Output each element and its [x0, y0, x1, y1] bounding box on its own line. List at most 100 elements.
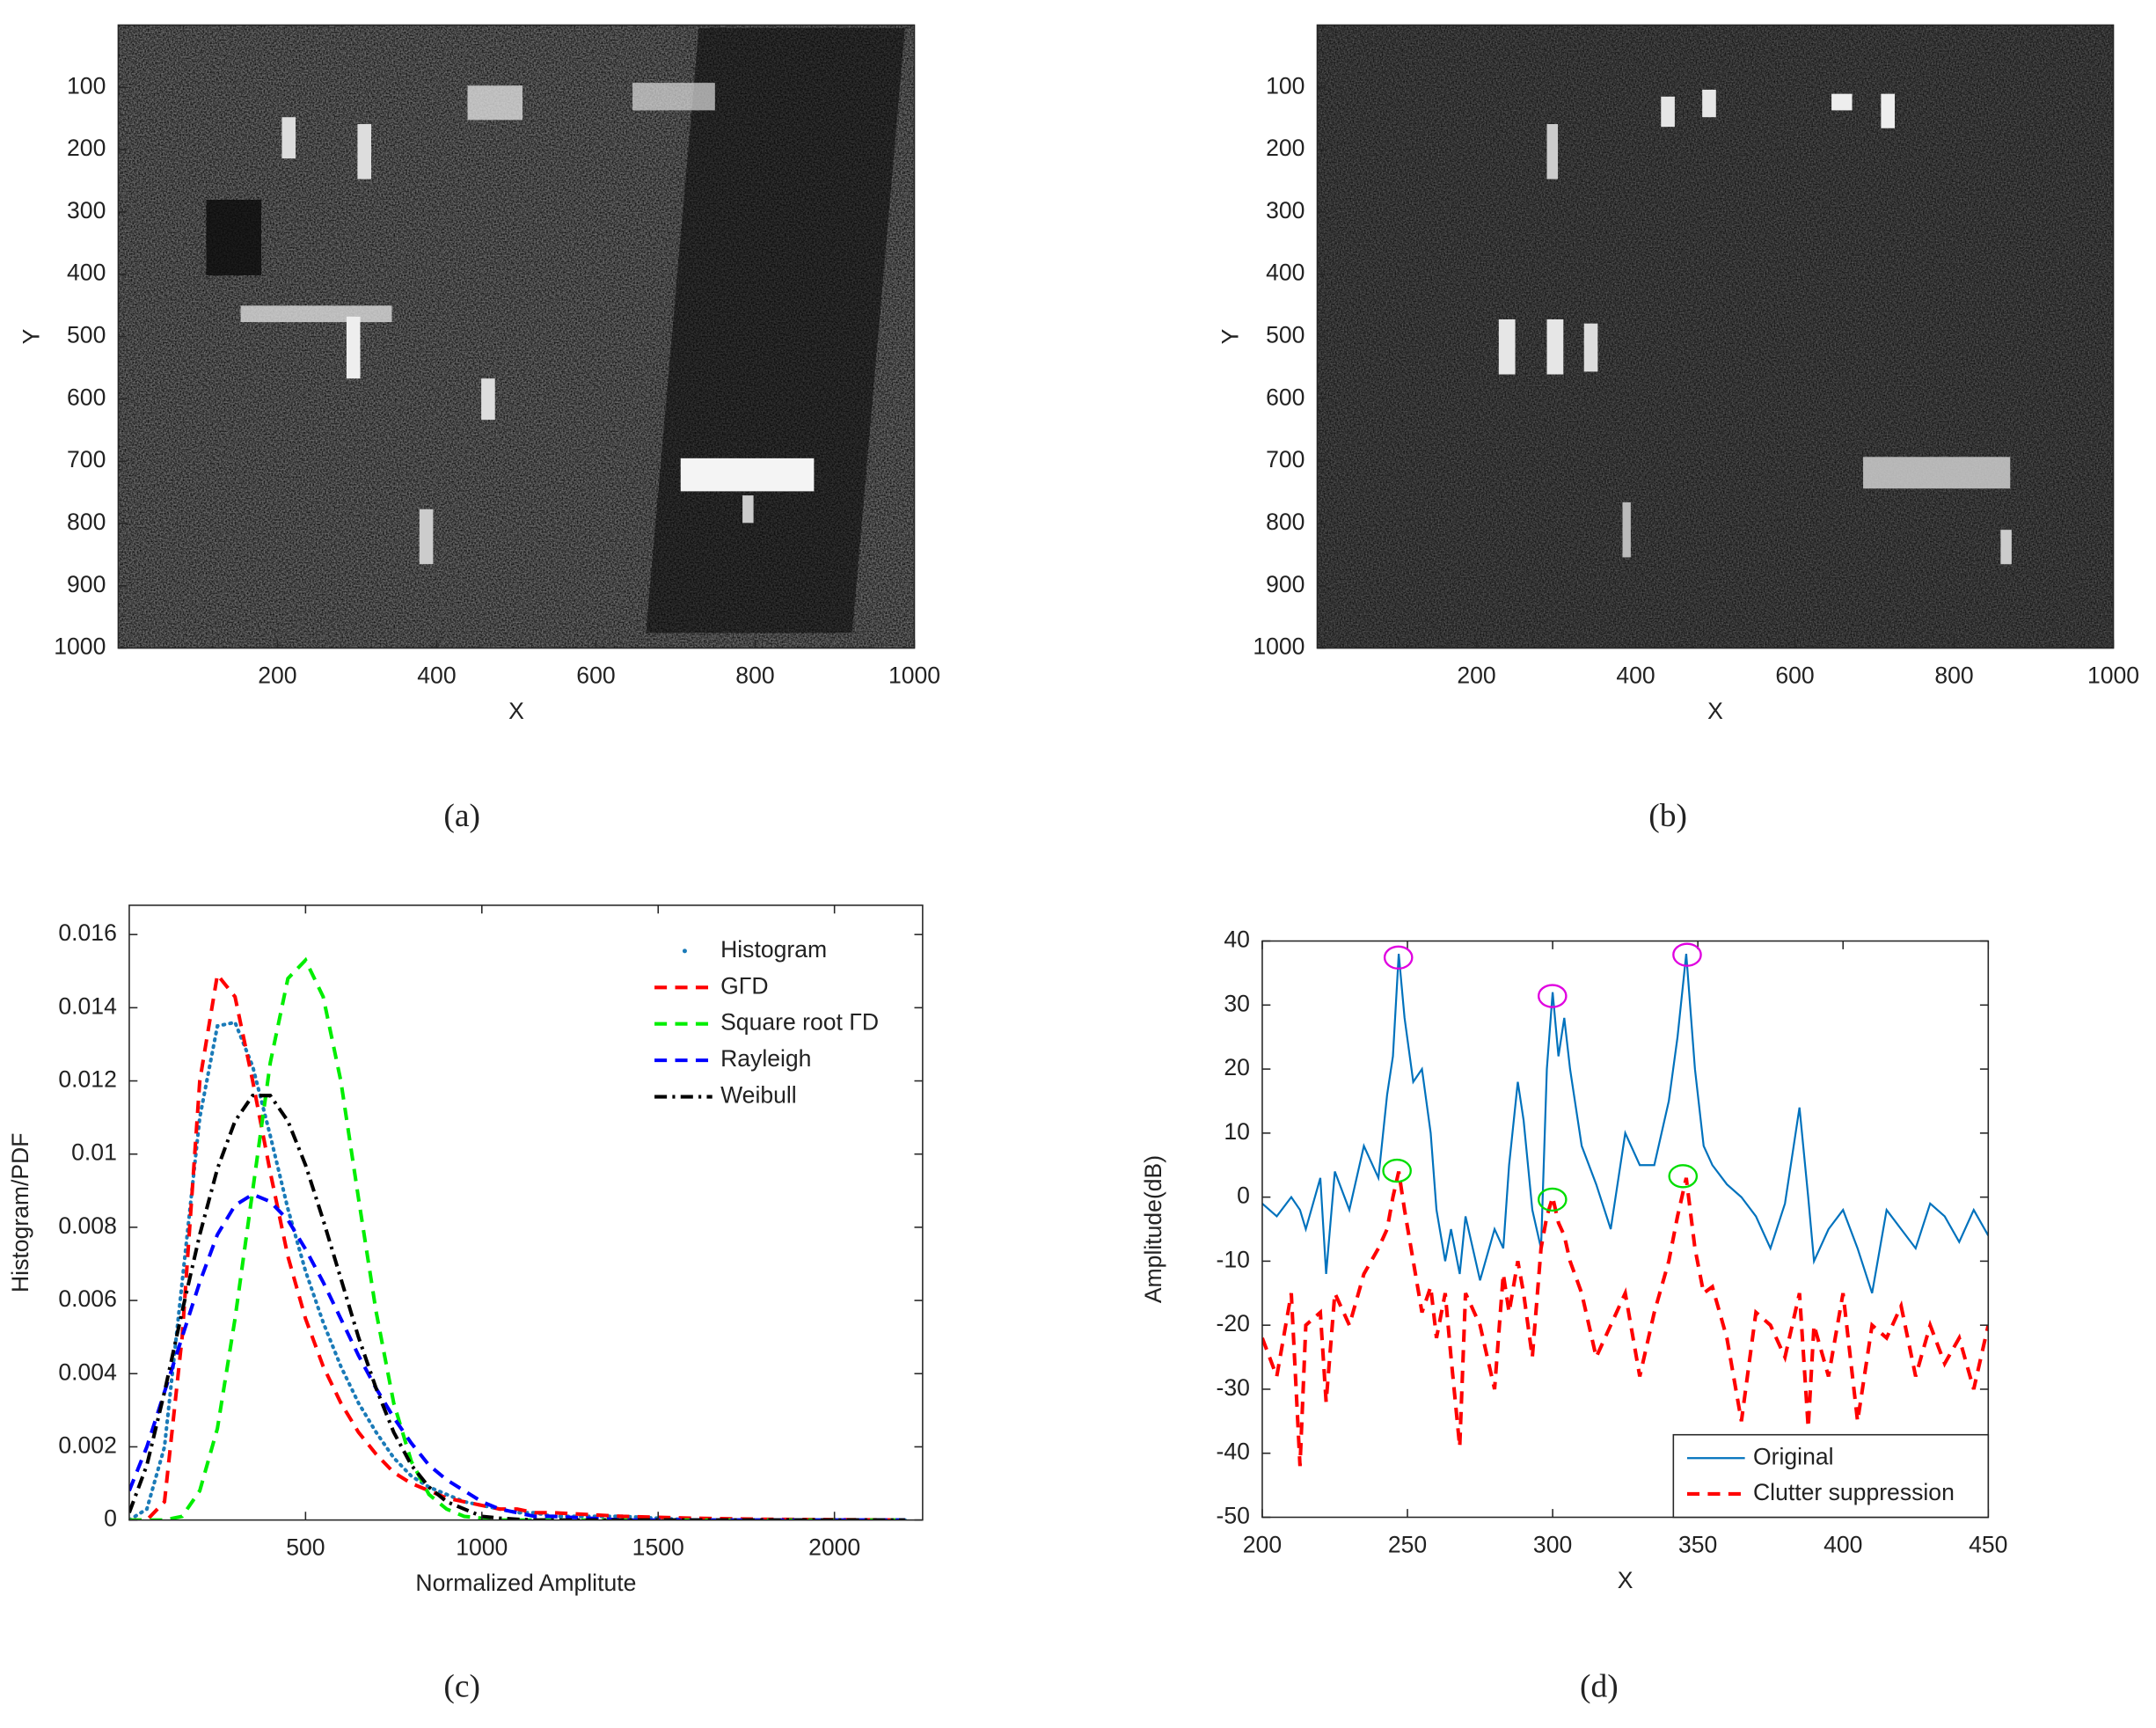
y-tick-label: 1000	[54, 633, 106, 660]
y-tick-label: -50	[1216, 1503, 1249, 1529]
y-tick-label: 0.016	[58, 919, 116, 946]
x-axis-label: Normalized Amplitute	[415, 1570, 636, 1596]
x-tick-label: 1000	[2087, 662, 2139, 688]
y-tick-label: 900	[67, 571, 106, 597]
x-tick-label: 500	[286, 1534, 325, 1560]
y-tick-label: -20	[1216, 1310, 1249, 1336]
x-tick-label: 800	[1934, 662, 1973, 688]
series-line	[1261, 953, 1989, 1294]
y-tick-label: 0.012	[58, 1066, 116, 1093]
y-tick-label: 0.006	[58, 1285, 116, 1312]
y-tick-label: 30	[1224, 990, 1250, 1016]
y-axis-label: Y	[18, 328, 45, 344]
plot-area	[128, 904, 923, 1520]
y-tick-label: 900	[1266, 571, 1305, 597]
x-axis-label: X	[508, 698, 524, 724]
x-tick-label: 1000	[888, 662, 940, 688]
peak-markers	[1382, 942, 1702, 1212]
y-tick-label: 0.004	[58, 1358, 116, 1385]
x-tick-label: 200	[1243, 1531, 1282, 1557]
legend-label: GΓD	[720, 972, 768, 999]
legend-label: Square root ΓD	[720, 1009, 879, 1036]
x-axis-label: X	[1618, 1567, 1633, 1593]
y-tick-label: 10	[1224, 1118, 1250, 1145]
y-tick-label: 800	[67, 509, 106, 535]
panel: 200 400 600 800 1000 100 200 300 400 500 600 700 800…	[18, 24, 940, 834]
legend-label: Weibull	[720, 1082, 797, 1109]
y-tick-label: 400	[67, 260, 106, 286]
x-tick-label: 400	[1823, 1531, 1862, 1557]
y-tick-label: 1000	[1253, 633, 1305, 660]
legend-swatch	[682, 948, 687, 954]
y-tick-label: -10	[1216, 1246, 1249, 1272]
legend-label: Histogram	[720, 936, 827, 963]
x-tick-label: 400	[417, 662, 456, 688]
y-tick-label: 100	[1266, 72, 1305, 99]
x-tick-label: 2000	[808, 1534, 860, 1560]
x-tick-label: 200	[1457, 662, 1495, 688]
y-axis-label: Histogram/PDF	[7, 1132, 33, 1292]
lines	[128, 956, 907, 1520]
y-axis-label: Y	[1217, 328, 1244, 344]
legend-box	[1672, 1433, 1990, 1519]
panel: 200 400 600 800 1000 100 200 300 400 500 600 700 800…	[1217, 24, 2139, 834]
series-line	[1261, 1171, 1989, 1467]
y-axis-label: Amplitude(dB)	[1140, 1155, 1166, 1303]
x-tick-label: 200	[258, 662, 296, 688]
y-tick-label: -30	[1216, 1374, 1249, 1401]
y-tick-label: 0.014	[58, 992, 116, 1019]
sar-image-a	[118, 25, 915, 648]
legend-label: Original	[1753, 1443, 1834, 1469]
x-tick-label: 600	[1775, 662, 1814, 688]
y-tick-label: 100	[67, 72, 106, 99]
y-tick-label: -40	[1216, 1439, 1249, 1465]
y-tick-label: 40	[1224, 926, 1250, 953]
x-tick-label: 300	[1533, 1531, 1572, 1557]
y-tick-label: 0.008	[58, 1212, 116, 1239]
x-tick-label: 600	[576, 662, 615, 688]
y-tick-label: 800	[1266, 509, 1305, 535]
x-tick-label: 800	[735, 662, 774, 688]
y-tick-label: 600	[67, 384, 106, 410]
y-tick-label: 500	[67, 322, 106, 348]
series-line	[128, 970, 905, 1520]
x-tick-label: 1000	[456, 1534, 508, 1560]
x-tick-label: 450	[1969, 1531, 2007, 1557]
axes-frame	[128, 904, 924, 1521]
y-tick-label: 200	[1266, 135, 1305, 161]
plot-area	[1261, 941, 1989, 1518]
legend-label: Rayleigh	[720, 1045, 811, 1072]
axes-frame	[117, 24, 916, 649]
y-tick-label: 700	[1266, 446, 1305, 472]
y-tick-label: 600	[1266, 384, 1305, 410]
y-tick-label: 300	[67, 197, 106, 223]
x-axis-label: X	[1707, 698, 1723, 724]
y-tick-label: 200	[67, 135, 106, 161]
x-tick-label: 1500	[632, 1534, 684, 1560]
x-tick-label: 350	[1678, 1531, 1717, 1557]
y-tick-label: 700	[67, 446, 106, 472]
y-tick-label: 0	[104, 1505, 117, 1532]
sar-image-b	[1317, 25, 2114, 648]
x-tick-label: 250	[1388, 1531, 1427, 1557]
panel: 500 1000 1500 2000 0 0.002 0.004 0.006 0.008 0.01…	[7, 904, 924, 1704]
series-line	[128, 1192, 905, 1520]
x-tick-label: 400	[1616, 662, 1655, 688]
y-tick-label: 0.01	[71, 1139, 117, 1166]
series-line	[128, 1020, 907, 1520]
series-line	[128, 1094, 905, 1520]
y-tick-label: 400	[1266, 260, 1305, 286]
y-tick-label: 20	[1224, 1054, 1250, 1080]
caption: (c)	[443, 1668, 480, 1704]
y-tick-label: 0	[1237, 1183, 1250, 1209]
panel: 200 250 300 350 400 450 -50 -40 -30 -20 -10 0 10 20 30…	[1140, 926, 2007, 1705]
series-line	[128, 956, 905, 1520]
caption: (d)	[1580, 1668, 1619, 1704]
legend-label: Clutter suppression	[1753, 1479, 1955, 1505]
lines	[1261, 953, 1989, 1467]
y-tick-label: 300	[1266, 197, 1305, 223]
axes-frame	[1261, 940, 1990, 1519]
caption: (b)	[1648, 798, 1687, 834]
